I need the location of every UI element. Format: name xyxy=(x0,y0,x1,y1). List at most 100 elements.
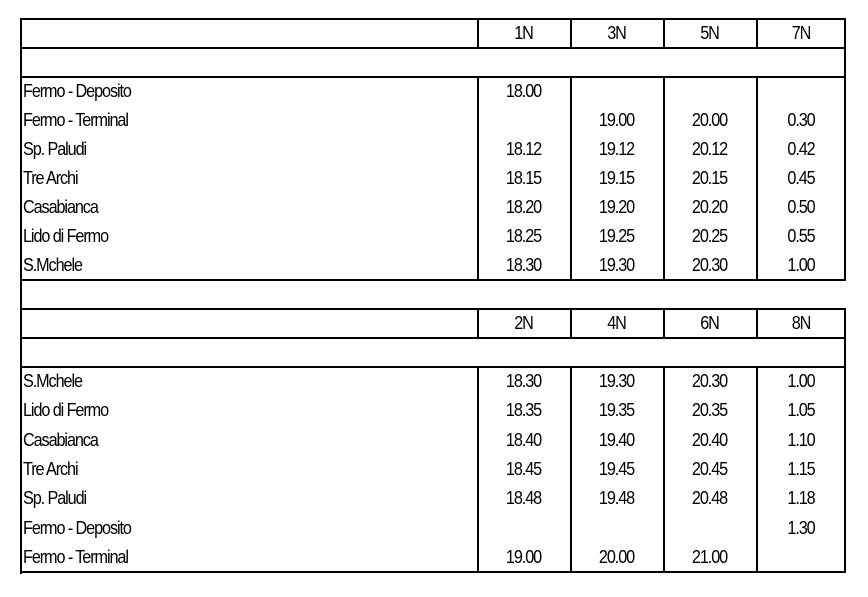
departure-time: 1.30 xyxy=(787,517,815,538)
departure-time xyxy=(482,106,566,135)
stop-name: Lido di Fermo xyxy=(23,226,109,246)
departure-time: 18.40 xyxy=(505,429,542,450)
stop-name: Sp. Paludi xyxy=(23,488,87,509)
departure-time: 20.30 xyxy=(691,255,728,275)
header-border xyxy=(20,47,846,49)
column-divider xyxy=(663,18,665,47)
departure-time: 18.35 xyxy=(505,400,542,421)
departure-time: 0.55 xyxy=(787,226,815,246)
departure-time: 0.30 xyxy=(787,110,815,130)
stop-name: Fermo - Terminal xyxy=(23,110,129,130)
departure-time: 18.48 xyxy=(505,488,542,509)
departure-time: 19.15 xyxy=(598,168,635,188)
column-divider xyxy=(477,76,479,279)
column-divider xyxy=(756,366,758,572)
departure-time xyxy=(575,514,659,543)
departure-time xyxy=(482,514,566,543)
departure-time: 18.00 xyxy=(505,81,542,101)
departure-time: 19.48 xyxy=(598,488,635,509)
departure-time: 20.00 xyxy=(598,546,635,567)
departure-time: 19.00 xyxy=(598,110,635,130)
table-border-bottom xyxy=(20,571,846,574)
departure-time: 19.45 xyxy=(598,458,635,479)
departure-time: 0.45 xyxy=(787,168,815,188)
departure-time: 1.18 xyxy=(787,488,815,509)
departure-time xyxy=(668,514,752,543)
stop-name: Fermo - Deposito xyxy=(23,81,132,101)
column-header: 2N xyxy=(514,313,534,333)
column-divider xyxy=(570,366,572,572)
departure-time: 21.00 xyxy=(691,546,728,567)
departure-time: 20.30 xyxy=(691,371,728,391)
stop-name: Tre Archi xyxy=(23,458,79,479)
stop-name: Tre Archi xyxy=(23,168,79,188)
departure-time: 1.00 xyxy=(787,371,815,391)
departure-time: 20.12 xyxy=(691,139,728,159)
departure-time: 1.00 xyxy=(787,255,815,275)
table-border-left xyxy=(20,18,22,574)
departure-time: 18.15 xyxy=(505,168,542,188)
column-header: 8N xyxy=(791,313,812,333)
stop-name: S.Mchele xyxy=(23,371,83,391)
column-header: 5N xyxy=(700,23,720,43)
column-divider xyxy=(756,76,758,279)
stop-name: S.Mchele xyxy=(23,255,83,275)
departure-time: 0.50 xyxy=(787,197,815,217)
column-divider xyxy=(570,76,572,279)
column-divider xyxy=(663,76,665,279)
blank-row-border xyxy=(20,366,846,368)
table-border-bottom xyxy=(20,279,846,281)
departure-time: 1.15 xyxy=(787,458,815,479)
departure-time: 20.35 xyxy=(691,400,728,421)
departure-time: 20.25 xyxy=(691,226,728,246)
column-divider xyxy=(570,308,572,337)
column-divider xyxy=(570,18,572,47)
departure-time: 18.12 xyxy=(505,139,542,159)
departure-time: 19.20 xyxy=(598,197,635,217)
stop-name: Lido di Fermo xyxy=(23,400,109,421)
table-border-right xyxy=(844,18,846,281)
departure-time: 20.15 xyxy=(691,168,728,188)
departure-time xyxy=(761,543,842,572)
column-divider xyxy=(663,308,665,337)
departure-time: 0.42 xyxy=(787,139,815,159)
column-header: 1N xyxy=(514,23,534,43)
blank-row-border xyxy=(20,76,846,78)
departure-time: 19.25 xyxy=(598,226,635,246)
departure-time: 18.45 xyxy=(505,458,542,479)
stop-name: Sp. Paludi xyxy=(23,139,87,159)
column-header: 3N xyxy=(607,23,627,43)
departure-time: 20.48 xyxy=(691,488,728,509)
departure-time: 18.20 xyxy=(505,197,542,217)
departure-time: 18.30 xyxy=(505,255,542,275)
departure-time: 20.45 xyxy=(691,458,728,479)
departure-time: 20.20 xyxy=(691,197,728,217)
table-border-right xyxy=(844,308,846,574)
departure-time: 18.25 xyxy=(505,226,542,246)
column-divider xyxy=(477,366,479,572)
column-divider xyxy=(477,308,479,337)
column-divider xyxy=(756,308,758,337)
departure-time xyxy=(668,77,752,106)
stop-name: Fermo - Terminal xyxy=(23,546,129,567)
stop-name: Casabianca xyxy=(23,429,99,450)
departure-time: 19.30 xyxy=(598,371,635,391)
departure-time: 20.40 xyxy=(691,429,728,450)
departure-time: 19.35 xyxy=(598,400,635,421)
table-border-top xyxy=(20,308,846,310)
column-header: 4N xyxy=(607,313,627,333)
departure-time: 20.00 xyxy=(691,110,728,130)
departure-time: 19.00 xyxy=(505,546,542,567)
stop-name: Casabianca xyxy=(23,197,99,217)
departure-time: 19.30 xyxy=(598,255,635,275)
departure-time: 19.12 xyxy=(598,139,635,159)
table-border-top xyxy=(20,18,846,20)
departure-time: 18.30 xyxy=(505,371,542,391)
departure-time xyxy=(761,77,842,106)
column-divider xyxy=(756,18,758,47)
stop-name: Fermo - Deposito xyxy=(23,517,132,538)
column-header: 6N xyxy=(700,313,720,333)
departure-time: 1.05 xyxy=(787,400,815,421)
header-border xyxy=(20,337,846,339)
column-header: 7N xyxy=(791,23,812,43)
